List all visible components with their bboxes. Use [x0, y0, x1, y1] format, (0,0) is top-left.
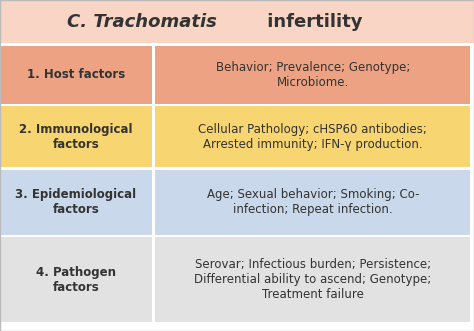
- FancyBboxPatch shape: [0, 106, 474, 167]
- FancyBboxPatch shape: [0, 106, 152, 167]
- Text: Age; Sexual behavior; Smoking; Co-
infection; Repeat infection.: Age; Sexual behavior; Smoking; Co- infec…: [207, 188, 419, 216]
- FancyBboxPatch shape: [155, 170, 470, 235]
- Text: 1. Host factors: 1. Host factors: [27, 68, 125, 81]
- FancyBboxPatch shape: [155, 237, 470, 322]
- Text: 3. Epidemiological
factors: 3. Epidemiological factors: [15, 188, 137, 216]
- FancyBboxPatch shape: [0, 0, 474, 43]
- Text: infertility: infertility: [261, 13, 362, 30]
- Text: Cellular Pathology; cHSP60 antibodies;
Arrested immunity; IFN-γ production.: Cellular Pathology; cHSP60 antibodies; A…: [199, 123, 427, 151]
- FancyBboxPatch shape: [0, 170, 474, 235]
- FancyBboxPatch shape: [0, 237, 474, 322]
- FancyBboxPatch shape: [0, 237, 152, 322]
- FancyBboxPatch shape: [0, 170, 152, 235]
- Text: C. Trachomatis: C. Trachomatis: [67, 13, 217, 30]
- FancyBboxPatch shape: [155, 106, 470, 167]
- Text: Serovar; Infectious burden; Persistence;
Differential ability to ascend; Genotyp: Serovar; Infectious burden; Persistence;…: [194, 258, 431, 301]
- FancyBboxPatch shape: [0, 46, 474, 104]
- Text: Behavior; Prevalence; Genotype;
Microbiome.: Behavior; Prevalence; Genotype; Microbio…: [216, 61, 410, 89]
- FancyBboxPatch shape: [0, 46, 152, 104]
- Text: 2. Immunological
factors: 2. Immunological factors: [19, 123, 133, 151]
- Text: 4. Pathogen
factors: 4. Pathogen factors: [36, 265, 116, 294]
- FancyBboxPatch shape: [155, 46, 470, 104]
